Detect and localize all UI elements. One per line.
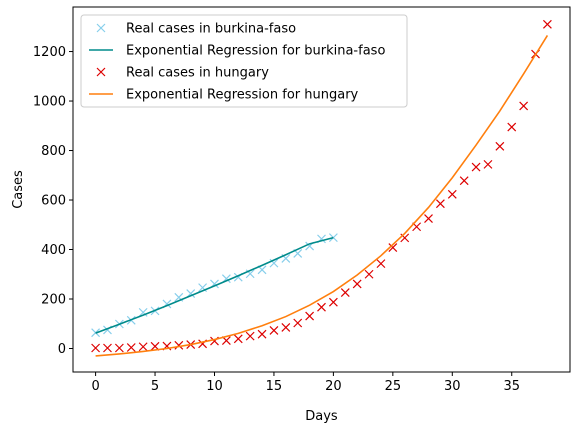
y-tick-label: 200 — [41, 293, 66, 308]
data-point — [340, 288, 350, 297]
plot-area-frame — [72, 6, 571, 373]
chart-marks — [91, 19, 552, 357]
data-point — [495, 141, 505, 151]
legend-label: Exponential Regression for hungary — [126, 88, 359, 103]
x-tick-label: 30 — [444, 379, 461, 394]
regression-line — [95, 35, 549, 357]
data-point — [293, 318, 303, 328]
data-point — [103, 343, 112, 353]
data-point — [138, 342, 148, 352]
series-exponential-regression-for-burkina-faso — [95, 236, 334, 334]
data-point — [424, 214, 433, 224]
legend-item-real-cases-in-burkina-faso: Real cases in burkina-faso — [96, 22, 296, 37]
data-point — [114, 343, 124, 353]
data-point — [542, 19, 552, 29]
legend-item-exponential-regression-for-hungary: Exponential Regression for hungary — [89, 88, 359, 103]
legend-item-real-cases-in-hungary: Real cases in hungary — [96, 66, 269, 81]
data-point — [126, 343, 136, 352]
y-tick-label: 1200 — [33, 45, 66, 60]
x-tick-label: 35 — [503, 379, 520, 394]
data-point — [233, 334, 243, 344]
data-point — [281, 323, 291, 332]
legend-marker-swatch — [96, 67, 106, 77]
legend: Real cases in burkina-faso Exponential Re… — [80, 14, 408, 108]
y-tick-label: 400 — [41, 243, 66, 258]
y-tick-label: 800 — [41, 144, 66, 159]
x-axis: 0 5 10 15 20 25 30 35 — [91, 372, 520, 394]
legend-item-exponential-regression-for-burkina-faso: Exponential Regression for burkina-faso — [89, 44, 385, 59]
data-point — [328, 297, 338, 307]
x-tick-label: 10 — [206, 379, 223, 394]
x-axis-label: Days — [305, 409, 338, 424]
data-point — [138, 307, 148, 317]
data-point — [364, 269, 374, 279]
y-tick-label: 600 — [41, 194, 66, 209]
data-point — [507, 122, 517, 132]
regression-line — [95, 236, 334, 334]
data-point — [174, 340, 184, 350]
x-tick-label: 20 — [325, 379, 342, 394]
legend-label: Real cases in hungary — [126, 66, 269, 81]
data-point — [483, 159, 493, 169]
data-point — [352, 279, 362, 289]
y-tick-label: 1000 — [33, 95, 66, 110]
data-point — [519, 101, 529, 111]
y-tick-label: 0 — [58, 342, 66, 357]
legend-label: Exponential Regression for burkina-faso — [126, 44, 385, 59]
y-axis-label: Cases — [11, 170, 26, 209]
legend-label: Real cases in burkina-faso — [126, 22, 296, 37]
x-tick-label: 15 — [266, 379, 283, 394]
data-point — [305, 311, 315, 321]
data-point — [269, 326, 279, 335]
data-point — [471, 162, 481, 172]
data-point — [388, 243, 398, 252]
legend-frame — [80, 14, 408, 108]
data-point — [447, 189, 457, 199]
data-point — [245, 331, 255, 341]
data-point — [435, 199, 445, 209]
x-tick-label: 5 — [151, 379, 159, 394]
x-tick-label: 25 — [385, 379, 402, 394]
data-point — [257, 329, 267, 339]
series-real-cases-in-hungary — [91, 19, 552, 353]
y-axis: 0 200 400 600 800 1000 1200 — [33, 45, 73, 357]
data-point — [376, 259, 386, 269]
data-point — [91, 343, 101, 353]
data-point — [317, 302, 326, 312]
x-tick-label: 0 — [91, 379, 99, 394]
data-point — [459, 176, 469, 186]
series-exponential-regression-for-hungary — [95, 35, 549, 357]
legend-marker-swatch — [96, 23, 106, 33]
